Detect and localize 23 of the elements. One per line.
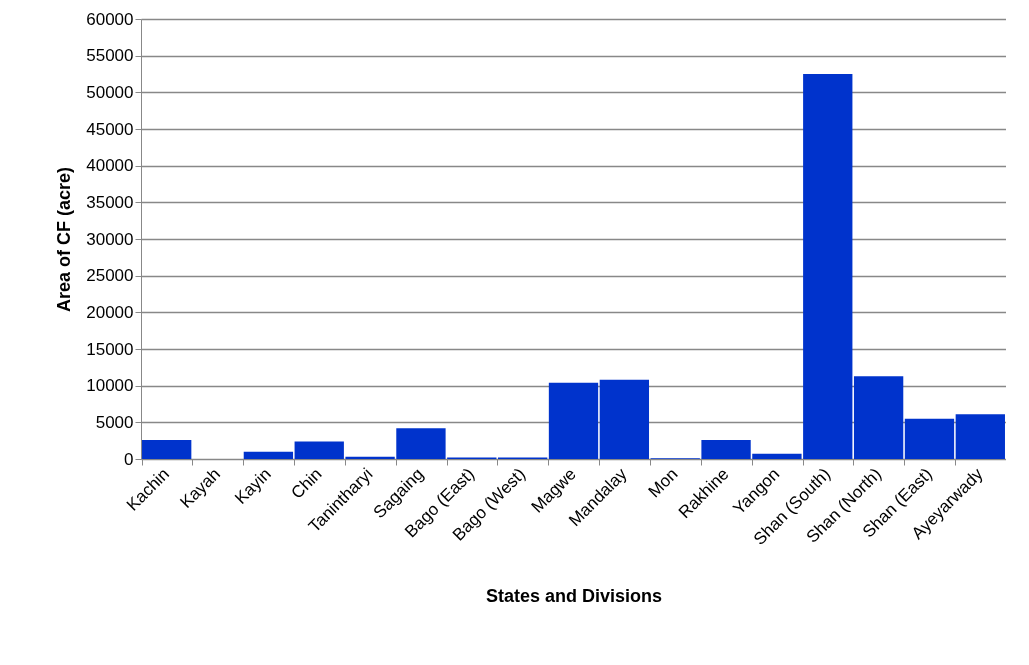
- x-tick-label: Mon: [644, 464, 682, 502]
- y-tick-label: 50000: [86, 82, 134, 102]
- y-tick-label: 30000: [86, 229, 134, 249]
- y-tick-label: 15000: [86, 339, 134, 359]
- y-tick-label: 5000: [95, 412, 134, 432]
- y-tick-label: 60000: [86, 9, 134, 29]
- bar: [853, 376, 904, 459]
- x-axis-title: States and Divisions: [485, 585, 663, 606]
- bar: [548, 382, 599, 459]
- y-tick-label: 40000: [86, 156, 134, 176]
- y-tick-label: 25000: [86, 266, 134, 286]
- y-axis-title: Area of CF (acre): [54, 166, 75, 313]
- y-tick-label: 35000: [86, 192, 134, 212]
- bar: [904, 418, 955, 459]
- y-tick-label: 0: [124, 449, 134, 469]
- y-tick-label: 45000: [86, 119, 134, 139]
- y-tick-label: 20000: [86, 302, 134, 322]
- bar: [243, 451, 294, 459]
- bar: [955, 414, 1005, 459]
- y-tick-label: 10000: [86, 376, 134, 396]
- bar: [142, 439, 192, 459]
- y-tick-label: 55000: [86, 46, 134, 66]
- bar: [599, 379, 650, 459]
